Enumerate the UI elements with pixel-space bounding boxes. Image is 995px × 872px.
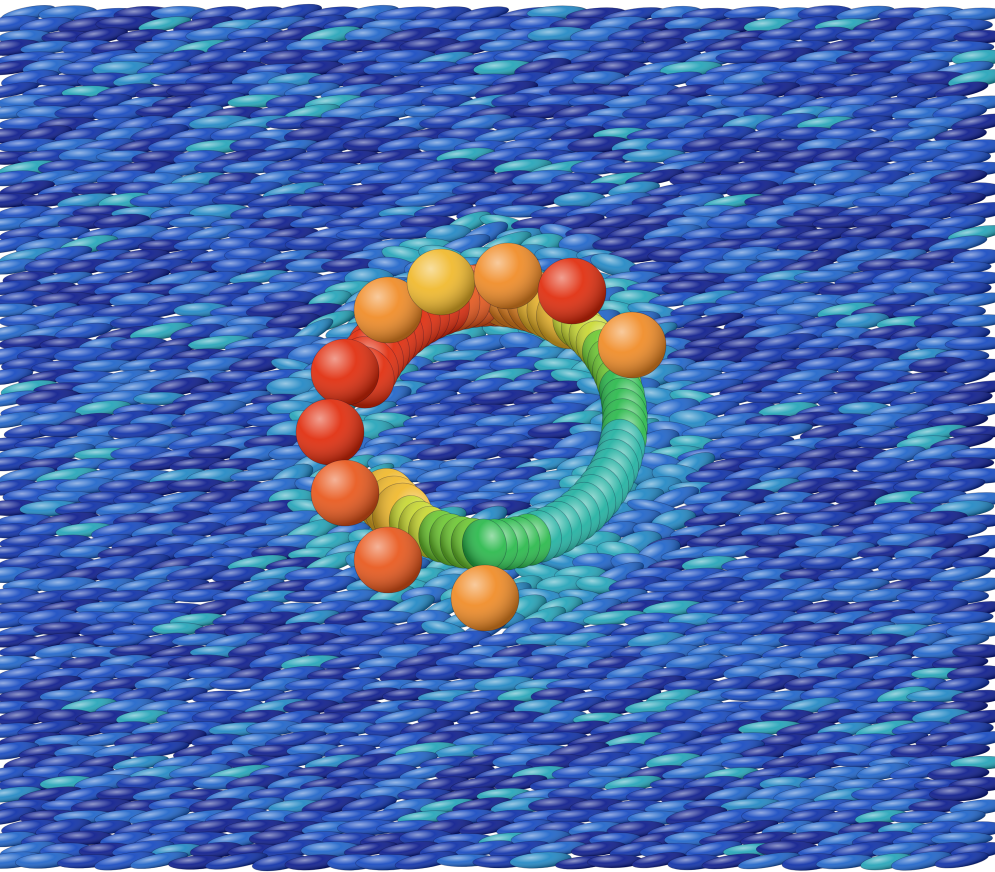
defect-sphere xyxy=(353,526,423,594)
defect-sphere xyxy=(450,564,520,632)
mesogen-ellipsoid xyxy=(247,147,307,164)
defect-sphere xyxy=(473,242,543,310)
mesogen-ellipsoid xyxy=(946,7,995,22)
mesogen-ellipsoid xyxy=(0,82,39,99)
mesogen-ellipsoid xyxy=(92,104,151,122)
defect-sphere xyxy=(310,459,380,527)
defect-sphere xyxy=(406,248,476,316)
defect-sphere xyxy=(537,257,607,325)
mesogen-ellipsoid xyxy=(642,71,703,88)
defect-sphere xyxy=(310,338,380,406)
mesogen-ellipsoid xyxy=(951,49,995,67)
mesogen-ellipsoid xyxy=(75,27,129,44)
defect-sphere xyxy=(597,311,667,379)
mesogen-ellipsoid xyxy=(953,29,995,44)
mesogen-ellipsoid xyxy=(375,49,436,65)
mesogen-ellipsoid xyxy=(20,40,77,55)
mesogen-ellipsoid xyxy=(934,127,987,143)
defect-sphere xyxy=(295,398,365,466)
mesogen-ellipsoid xyxy=(138,16,192,32)
mesogen-ellipsoid xyxy=(373,92,438,111)
mesogen-ellipsoid xyxy=(945,139,995,156)
mesogen-ellipsoid xyxy=(604,161,669,175)
mesogen-ellipsoid xyxy=(154,161,211,177)
mesogen-ellipsoid xyxy=(932,103,988,121)
